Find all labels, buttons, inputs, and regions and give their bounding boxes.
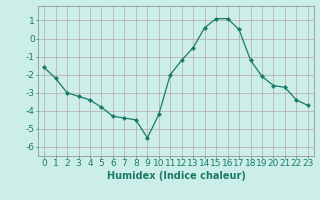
X-axis label: Humidex (Indice chaleur): Humidex (Indice chaleur) bbox=[107, 171, 245, 181]
